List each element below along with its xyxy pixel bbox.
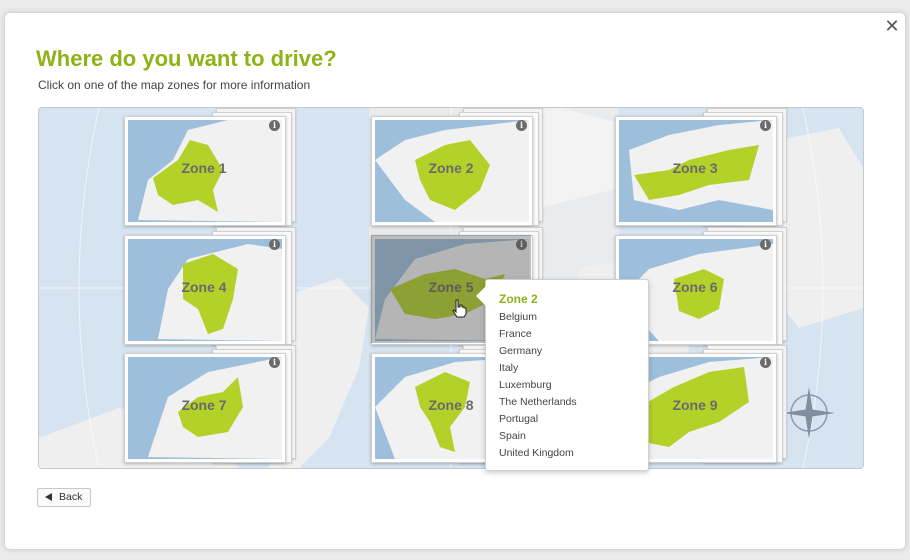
back-label: Back (59, 491, 83, 503)
info-icon[interactable]: i (269, 357, 280, 368)
arrow-left-icon (45, 493, 52, 501)
info-icon[interactable]: i (269, 120, 280, 131)
country-item: Luxemburg (499, 379, 552, 391)
zone-label: Zone 2 (428, 160, 474, 176)
zone-card-2[interactable]: i Zone 2 (371, 108, 543, 226)
zone-label: Zone 5 (428, 279, 474, 295)
zone-card-4[interactable]: i Zone 4 (124, 227, 296, 345)
popup-title: Zone 2 (499, 292, 538, 306)
zone-card-3[interactable]: i Zone 3 (615, 108, 787, 226)
zone-label: Zone 1 (181, 160, 227, 176)
country-item: United Kingdom (499, 447, 574, 459)
info-icon[interactable]: i (269, 239, 280, 250)
country-item: Italy (499, 362, 519, 374)
page-title: Where do you want to drive? (36, 46, 337, 71)
page-subtitle: Click on one of the map zones for more i… (38, 78, 311, 92)
info-icon[interactable]: i (516, 239, 527, 250)
zone-label: Zone 8 (428, 397, 474, 413)
info-icon[interactable]: i (760, 120, 771, 131)
back-button[interactable]: Back (37, 488, 91, 507)
info-icon[interactable]: i (516, 120, 527, 131)
country-item: France (499, 328, 532, 340)
country-item: Germany (499, 345, 543, 357)
compass-icon (783, 387, 835, 439)
country-list: Belgium France Germany Italy Luxemburg T… (499, 309, 577, 462)
zone-label: Zone 4 (181, 279, 227, 295)
zone-card-1[interactable]: i Zone 1 (124, 108, 296, 226)
zone-label: Zone 3 (672, 160, 718, 176)
country-item: Belgium (499, 311, 537, 323)
country-item: Spain (499, 430, 526, 442)
country-item: Portugal (499, 413, 539, 425)
zone-label: Zone 6 (672, 279, 718, 295)
hand-cursor-icon (452, 299, 467, 318)
zone-label: Zone 7 (181, 397, 227, 413)
info-icon[interactable]: i (760, 239, 771, 250)
zone-label: Zone 9 (672, 397, 718, 413)
info-icon[interactable]: i (760, 357, 771, 368)
zone-info-popup: Zone 2 Belgium France Germany Italy Luxe… (476, 279, 649, 471)
close-icon[interactable]: ✕ (884, 16, 900, 36)
country-item: The Netherlands (499, 396, 577, 408)
zone-card-7[interactable]: i Zone 7 (124, 345, 296, 463)
